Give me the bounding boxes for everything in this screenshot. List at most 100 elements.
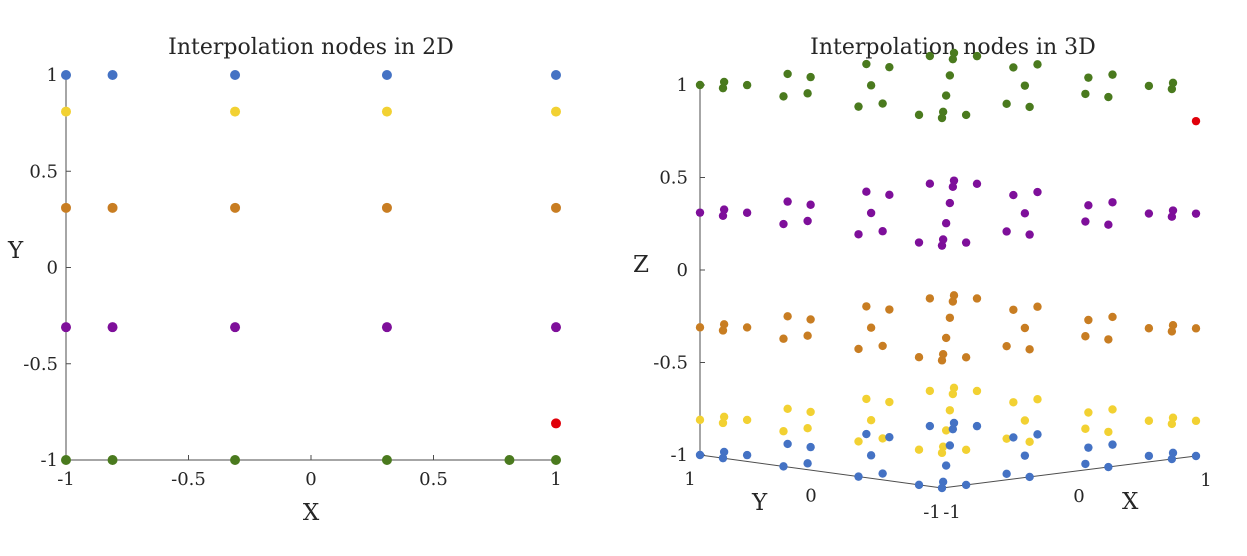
- x-tick-label: 1: [1200, 470, 1211, 491]
- data-point-purple: [1084, 201, 1093, 210]
- data-point-blue: [742, 450, 752, 460]
- chart-3d-xlabel: X: [1122, 489, 1139, 515]
- data-point-orange: [1104, 335, 1113, 344]
- data-point-yellow: [1009, 398, 1018, 407]
- data-point-orange: [742, 323, 752, 332]
- data-point-blue: [866, 451, 876, 460]
- data-point-orange: [803, 331, 812, 340]
- data-point-yellow: [1084, 408, 1093, 417]
- data-point-green: [1168, 78, 1178, 88]
- data-point-purple: [1108, 198, 1117, 207]
- data-point-green: [551, 455, 561, 465]
- data-point-green: [806, 72, 815, 82]
- data-point-green: [1002, 99, 1011, 109]
- data-point-yellow: [1168, 413, 1178, 422]
- data-point-green: [1084, 73, 1093, 82]
- data-point-yellow: [230, 106, 241, 117]
- data-point-green: [938, 107, 948, 117]
- data-point-yellow: [1002, 434, 1011, 443]
- data-point-purple: [1009, 190, 1018, 200]
- data-point-purple: [914, 238, 924, 247]
- chart-2d-title: Interpolation nodes in 2D: [168, 35, 454, 60]
- data-point-blue: [1108, 440, 1117, 449]
- data-point-orange: [719, 320, 729, 329]
- data-point-purple: [866, 208, 876, 218]
- data-point-purple: [1104, 220, 1113, 229]
- data-point-yellow: [862, 394, 871, 404]
- data-point-blue: [854, 472, 863, 481]
- data-point-orange: [695, 323, 705, 332]
- data-point-blue: [1104, 462, 1113, 472]
- data-point-orange: [972, 294, 982, 303]
- y-tick-label: -0.5: [23, 354, 58, 375]
- data-point-purple: [1081, 217, 1090, 226]
- data-point-orange: [806, 315, 815, 324]
- data-point-green: [1009, 63, 1018, 72]
- data-point-yellow: [695, 415, 705, 425]
- chart-2d-axes: [65, 75, 556, 461]
- data-point-orange: [107, 202, 118, 213]
- data-point-orange: [925, 294, 935, 303]
- data-point-red: [551, 418, 561, 429]
- data-point-purple: [806, 200, 815, 209]
- data-point-green: [504, 455, 515, 465]
- data-point-green: [885, 62, 894, 72]
- data-point-green: [742, 80, 752, 90]
- chart-2d-ylabel: Y: [7, 238, 24, 264]
- y-tick-label: 1: [684, 469, 695, 490]
- data-point-green: [941, 91, 951, 100]
- data-point-purple: [1002, 227, 1011, 236]
- data-point-blue: [914, 480, 924, 490]
- data-point-purple: [742, 208, 752, 217]
- y-tick-label: -1: [923, 502, 941, 523]
- data-point-orange: [945, 313, 955, 322]
- data-point-blue: [878, 469, 887, 478]
- data-point-purple: [854, 230, 863, 239]
- data-point-blue: [551, 70, 561, 80]
- data-point-yellow: [914, 445, 924, 454]
- data-point-yellow: [972, 386, 982, 396]
- data-point-orange: [1002, 341, 1011, 351]
- data-point-blue: [803, 459, 812, 468]
- data-point-purple: [941, 219, 951, 228]
- data-point-blue: [230, 70, 241, 80]
- data-point-orange: [961, 353, 971, 362]
- data-point-green: [1020, 81, 1030, 90]
- data-point-yellow: [779, 427, 788, 436]
- data-point-green: [695, 80, 705, 90]
- data-point-orange: [1081, 332, 1090, 341]
- data-point-orange: [779, 334, 788, 343]
- data-point-yellow: [61, 106, 71, 117]
- data-point-green: [803, 89, 812, 98]
- z-tick-label: 1: [677, 75, 688, 96]
- data-point-purple: [230, 322, 241, 333]
- data-point-blue: [949, 418, 959, 428]
- data-point-blue: [783, 439, 792, 449]
- data-point-purple: [885, 190, 894, 200]
- data-point-orange: [1025, 345, 1034, 354]
- data-point-blue: [972, 421, 982, 431]
- data-point-blue: [695, 450, 705, 460]
- data-point-yellow: [1104, 427, 1113, 437]
- data-point-orange: [885, 305, 894, 314]
- data-point-green: [230, 455, 241, 465]
- data-point-blue: [107, 70, 118, 80]
- data-point-yellow: [925, 386, 935, 396]
- data-point-blue: [1033, 430, 1042, 439]
- data-point-yellow: [938, 442, 948, 451]
- data-point-yellow: [1144, 416, 1154, 425]
- data-point-blue: [1020, 451, 1030, 460]
- y-tick-label: -1: [40, 450, 58, 471]
- data-point-green: [949, 48, 959, 58]
- data-point-blue: [1002, 469, 1011, 479]
- data-point-orange: [866, 323, 876, 332]
- data-point-orange: [1020, 323, 1030, 333]
- data-point-green: [1144, 81, 1154, 91]
- data-point-orange: [862, 302, 871, 311]
- data-point-orange: [381, 202, 392, 213]
- data-point-purple: [938, 235, 948, 244]
- x-tick-label: 0: [305, 469, 316, 490]
- data-point-purple: [695, 208, 705, 217]
- data-point-orange: [1009, 305, 1018, 314]
- data-point-orange: [1033, 302, 1042, 311]
